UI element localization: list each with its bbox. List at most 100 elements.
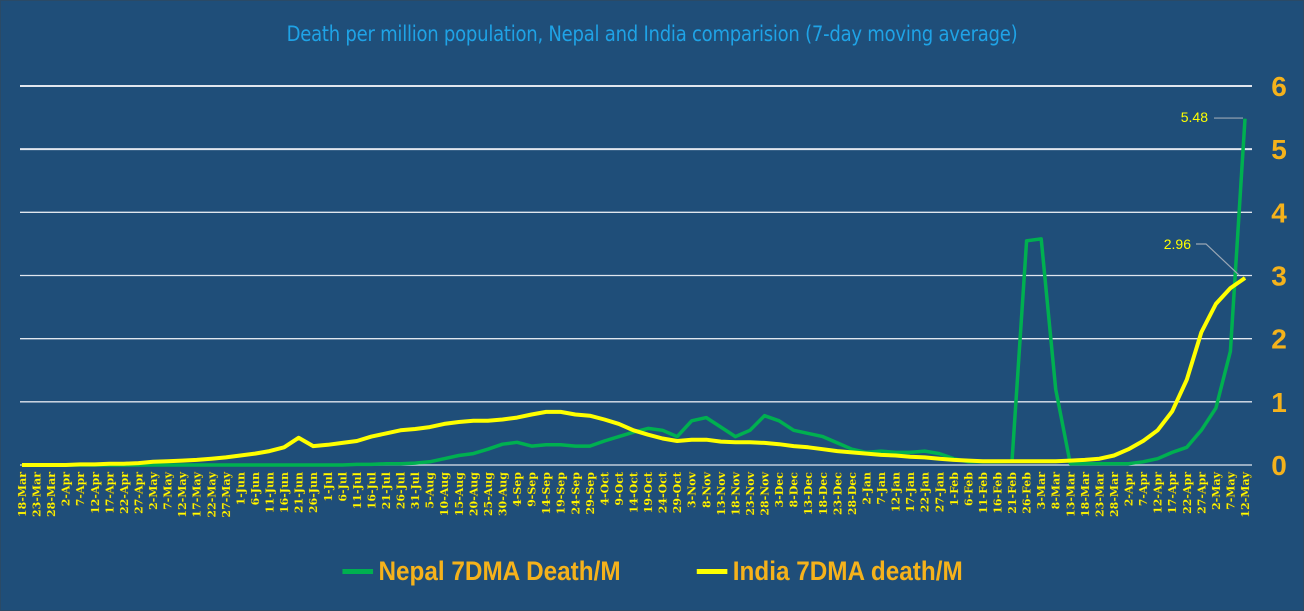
- nepal-data-point: [298, 464, 300, 466]
- nepal-data-point: [312, 464, 314, 466]
- x-tick-label: 7-Jan: [875, 472, 888, 505]
- nepal-data-point: [356, 463, 358, 465]
- nepal-data-point: [1200, 429, 1202, 431]
- nepal-data-point: [1084, 463, 1086, 465]
- india-data-point: [1069, 460, 1071, 462]
- india-data-point: [1128, 448, 1130, 450]
- india-data-point: [181, 460, 183, 462]
- india-data-point: [283, 446, 285, 448]
- nepal-data-point: [1055, 388, 1057, 390]
- x-tick-label: 8-Dec: [788, 472, 801, 508]
- india-data-point: [79, 463, 81, 465]
- nepal-data-point: [647, 427, 649, 429]
- india-data-point: [1215, 303, 1217, 305]
- nepal-data-point: [1040, 238, 1042, 240]
- india-data-point: [574, 413, 576, 415]
- x-tick-label: 2-Apr: [1123, 472, 1136, 506]
- india-data-point: [65, 464, 67, 466]
- y-tick-label: 6: [1271, 71, 1287, 102]
- nepal-data-point: [1244, 118, 1246, 120]
- x-tick-label: 20-Aug: [467, 472, 480, 516]
- india-data-point: [880, 454, 882, 456]
- india-data-point: [734, 441, 736, 443]
- india-data-point: [356, 440, 358, 442]
- india-data-point: [647, 434, 649, 436]
- x-tick-label: 22-Apr: [118, 472, 131, 514]
- x-tick-label: 17-May: [191, 471, 204, 517]
- x-tick-label: 3-Dec: [773, 472, 786, 508]
- nepal-data-point: [676, 436, 678, 438]
- nepal-data-point: [560, 444, 562, 446]
- india-data-point: [589, 415, 591, 417]
- x-tick-label: 19-Oct: [642, 471, 655, 513]
- x-tick-label: 16-Jun: [278, 472, 291, 513]
- x-tick-label: 7-Apr: [1137, 472, 1150, 506]
- nepal-data-point: [807, 432, 809, 434]
- india-data-point: [691, 439, 693, 441]
- nepal-data-point: [822, 436, 824, 438]
- x-tick-label: 12-May: [1239, 471, 1252, 517]
- india-data-point: [531, 413, 533, 415]
- nepal-data-point: [400, 463, 402, 465]
- x-tick-label: 7-May: [162, 471, 175, 510]
- nepal-data-point: [516, 441, 518, 443]
- india-data-point: [662, 437, 664, 439]
- x-tick-label: 17-Apr: [103, 472, 116, 514]
- nepal-data-point: [283, 464, 285, 466]
- india-data-point: [443, 423, 445, 425]
- india-data-point: [50, 464, 52, 466]
- india-data-point: [269, 450, 271, 452]
- india-data-point: [720, 441, 722, 443]
- legend-item-nepal[interactable]: Nepal 7DMA Death/M: [342, 556, 620, 587]
- x-tick-label: 1-Jul: [322, 472, 335, 502]
- x-tick-label: 8-Mar: [1050, 472, 1063, 510]
- nepal-data-point: [1215, 407, 1217, 409]
- x-tick-label: 7-Apr: [74, 472, 87, 506]
- india-data-point: [1200, 331, 1202, 333]
- x-tick-label: 22-May: [205, 471, 218, 517]
- nepal-data-point: [574, 445, 576, 447]
- india-data-point: [400, 429, 402, 431]
- x-tick-label: 3-Nov: [686, 471, 699, 508]
- x-tick-label: 1-Feb: [948, 472, 961, 506]
- x-tick-label: 23-Dec: [831, 472, 844, 515]
- india-data-point: [676, 440, 678, 442]
- nepal-data-point: [167, 464, 169, 466]
- nepal-data-point: [1128, 463, 1130, 465]
- india-data-point: [895, 455, 897, 457]
- x-tick-label: 4-Oct: [598, 471, 611, 505]
- x-tick-label: 14-Oct: [628, 471, 641, 513]
- nepal-data-point: [924, 450, 926, 452]
- india-data-point: [385, 432, 387, 434]
- x-tick-label: 28-Mar: [45, 472, 58, 517]
- nepal-data-point: [341, 464, 343, 466]
- x-tick-label: 23-Mar: [1093, 472, 1106, 517]
- india-data-point: [123, 463, 125, 465]
- india-data-point: [152, 461, 154, 463]
- nepal-data-point: [895, 451, 897, 453]
- india-data-point: [764, 442, 766, 444]
- nepal-data-point: [269, 464, 271, 466]
- x-tick-label: 7-May: [1224, 471, 1237, 510]
- india-data-point: [982, 460, 984, 462]
- nepal-data-point: [254, 464, 256, 466]
- india-data-point: [996, 460, 998, 462]
- india-data-point: [836, 450, 838, 452]
- x-tick-label: 2-May: [1210, 471, 1223, 510]
- nepal-data-point: [764, 415, 766, 417]
- legend-item-india[interactable]: India 7DMA death/M: [696, 556, 963, 587]
- india-data-point: [749, 441, 751, 443]
- x-tick-label: 12-Jan: [890, 472, 903, 512]
- x-tick-label: 2-Apr: [60, 472, 73, 506]
- nepal-data-point: [239, 464, 241, 466]
- gridlines: [20, 85, 1252, 466]
- india-data-point: [1084, 459, 1086, 461]
- x-tick-label: 21-Feb: [1006, 472, 1019, 514]
- annotations: 5.48 2.96: [1164, 109, 1243, 276]
- x-tick-label: 6-Jul: [336, 472, 349, 502]
- x-tick-label: 27-Apr: [132, 472, 145, 514]
- nepal-data-point: [793, 429, 795, 431]
- y-axis-ticks: 0 1 2 3 4 5 6: [1271, 71, 1287, 481]
- india-data-point: [472, 420, 474, 422]
- x-tick-label: 28-Mar: [1108, 472, 1121, 517]
